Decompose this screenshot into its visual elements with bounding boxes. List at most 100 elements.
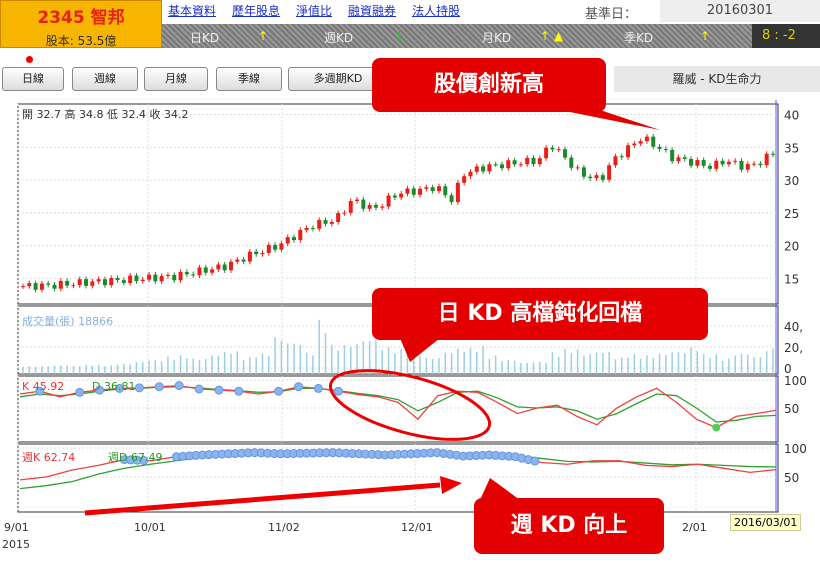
- y-tick-label: 40,: [784, 320, 803, 334]
- candle-body: [380, 206, 385, 208]
- stock-capital: 股本: 53.5億: [45, 34, 117, 48]
- volume-legend: 成交量(張) 18866: [22, 315, 114, 328]
- candle-body: [745, 164, 750, 170]
- kd-high-marker: [75, 387, 85, 397]
- candle-body: [474, 166, 479, 172]
- kd-high-marker: [134, 383, 144, 393]
- link-institutional[interactable]: 法人持股: [412, 4, 461, 18]
- candle-body: [279, 243, 284, 250]
- candle-body: [758, 163, 763, 166]
- candle-body: [241, 259, 246, 262]
- quarterly-button[interactable]: 季線: [216, 67, 282, 91]
- kd-high-marker: [333, 386, 343, 396]
- candle-body: [462, 176, 467, 183]
- candle-body: [544, 147, 549, 159]
- candle-body: [235, 259, 240, 262]
- candle-body: [165, 274, 170, 276]
- candle-body: [90, 281, 95, 286]
- candle-body: [707, 165, 712, 169]
- kd-high-marker: [274, 386, 284, 396]
- monthly-kd-arrow: ↑ ▲: [540, 29, 564, 43]
- weekly-k-label: 週K 62.74: [22, 451, 76, 464]
- weekly-d-label: 週D 67.49: [108, 451, 163, 464]
- candle-body: [607, 165, 612, 180]
- y-tick-label: 100: [784, 442, 807, 456]
- candle-body: [373, 204, 378, 208]
- candle-body: [210, 269, 215, 273]
- candle-body: [33, 283, 38, 290]
- link-margin[interactable]: 融資融券: [348, 4, 397, 18]
- y-tick-label: 35: [784, 141, 799, 155]
- info-links: 基本資料 歷年股息 淨值比 融資融券 法人持股: [168, 2, 460, 22]
- x-tick-label: 10/01: [134, 521, 166, 534]
- daily-kd-arrow: ↑: [258, 29, 269, 43]
- candle-body: [71, 285, 76, 287]
- candle-body: [153, 274, 158, 282]
- candle-body: [147, 274, 152, 280]
- weekly-button[interactable]: 週線: [72, 67, 138, 91]
- candle-body: [159, 275, 164, 282]
- candle-body: [317, 220, 322, 229]
- candle-body: [525, 157, 530, 165]
- candle-body: [355, 199, 360, 202]
- candle-body: [310, 228, 315, 230]
- candle-body: [405, 188, 410, 194]
- candle-body: [84, 279, 89, 286]
- candle-body: [581, 167, 586, 177]
- candle-body: [752, 163, 757, 165]
- candle-body: [487, 164, 492, 172]
- y-tick-label: 20: [784, 240, 799, 254]
- candle-body: [191, 274, 196, 276]
- candle-body: [676, 157, 681, 162]
- link-dividends[interactable]: 歷年股息: [232, 4, 281, 18]
- link-basic-info[interactable]: 基本資料: [168, 4, 217, 18]
- candle-body: [575, 167, 580, 169]
- candle-body: [512, 160, 517, 165]
- link-pb-ratio[interactable]: 淨值比: [296, 4, 333, 18]
- candle-body: [537, 158, 542, 165]
- candle-body: [644, 136, 649, 142]
- trend-arrow-shaft: [84, 482, 441, 516]
- candle-body: [682, 157, 687, 159]
- candle-body: [121, 280, 126, 283]
- quarterly-kd-arrow: ↑: [700, 29, 711, 43]
- weekly-kd-label: 週KD: [324, 31, 354, 45]
- stock-chart[interactable]: 9/01 10/01 11/02 12/01 2/01 15 20 25 30 35 40 0 20, 4…: [0, 96, 820, 563]
- candle-body: [739, 160, 744, 170]
- candle-body: [689, 158, 694, 166]
- callout-new-high: 股價創新高: [372, 58, 606, 112]
- x-tick-label: 2/01: [682, 521, 707, 534]
- daily-kd-label: 日KD: [190, 31, 220, 45]
- monthly-kd-label: 月KD: [482, 31, 512, 45]
- candle-body: [134, 275, 139, 282]
- candle-body: [556, 149, 561, 151]
- candle-body: [197, 267, 202, 276]
- candle-body: [569, 157, 574, 168]
- daily-button[interactable]: 日線: [2, 67, 64, 91]
- kd-low-marker: [712, 423, 721, 432]
- candle-body: [109, 278, 114, 286]
- candle-body: [46, 283, 51, 285]
- candle-body: [695, 160, 700, 166]
- candle-body: [266, 244, 271, 254]
- candle-body: [102, 279, 107, 286]
- y-tick-label: 0: [784, 362, 792, 376]
- candle-body: [361, 199, 366, 209]
- y-tick-label: 15: [784, 272, 799, 286]
- monthly-button[interactable]: 月線: [144, 67, 208, 91]
- candle-body: [58, 280, 63, 289]
- kd-high-marker: [194, 384, 204, 394]
- callout-tail-2: [400, 338, 440, 362]
- candle-body: [329, 222, 334, 224]
- y-tick-label: 50: [784, 471, 799, 485]
- multi-period-kd-button[interactable]: 多週期KD: [288, 67, 388, 91]
- x-year-label: 2015: [2, 538, 30, 551]
- candle-body: [172, 274, 177, 281]
- panel-title: 羅威 - KD生命力: [614, 66, 820, 92]
- kd-high-marker: [154, 382, 164, 392]
- kd-high-marker: [174, 381, 184, 391]
- candle-body: [726, 161, 731, 165]
- kd-high-marker: [313, 383, 323, 393]
- date-tooltip: 2016/03/01: [730, 514, 802, 531]
- quarterly-kd-label: 季KD: [624, 31, 654, 45]
